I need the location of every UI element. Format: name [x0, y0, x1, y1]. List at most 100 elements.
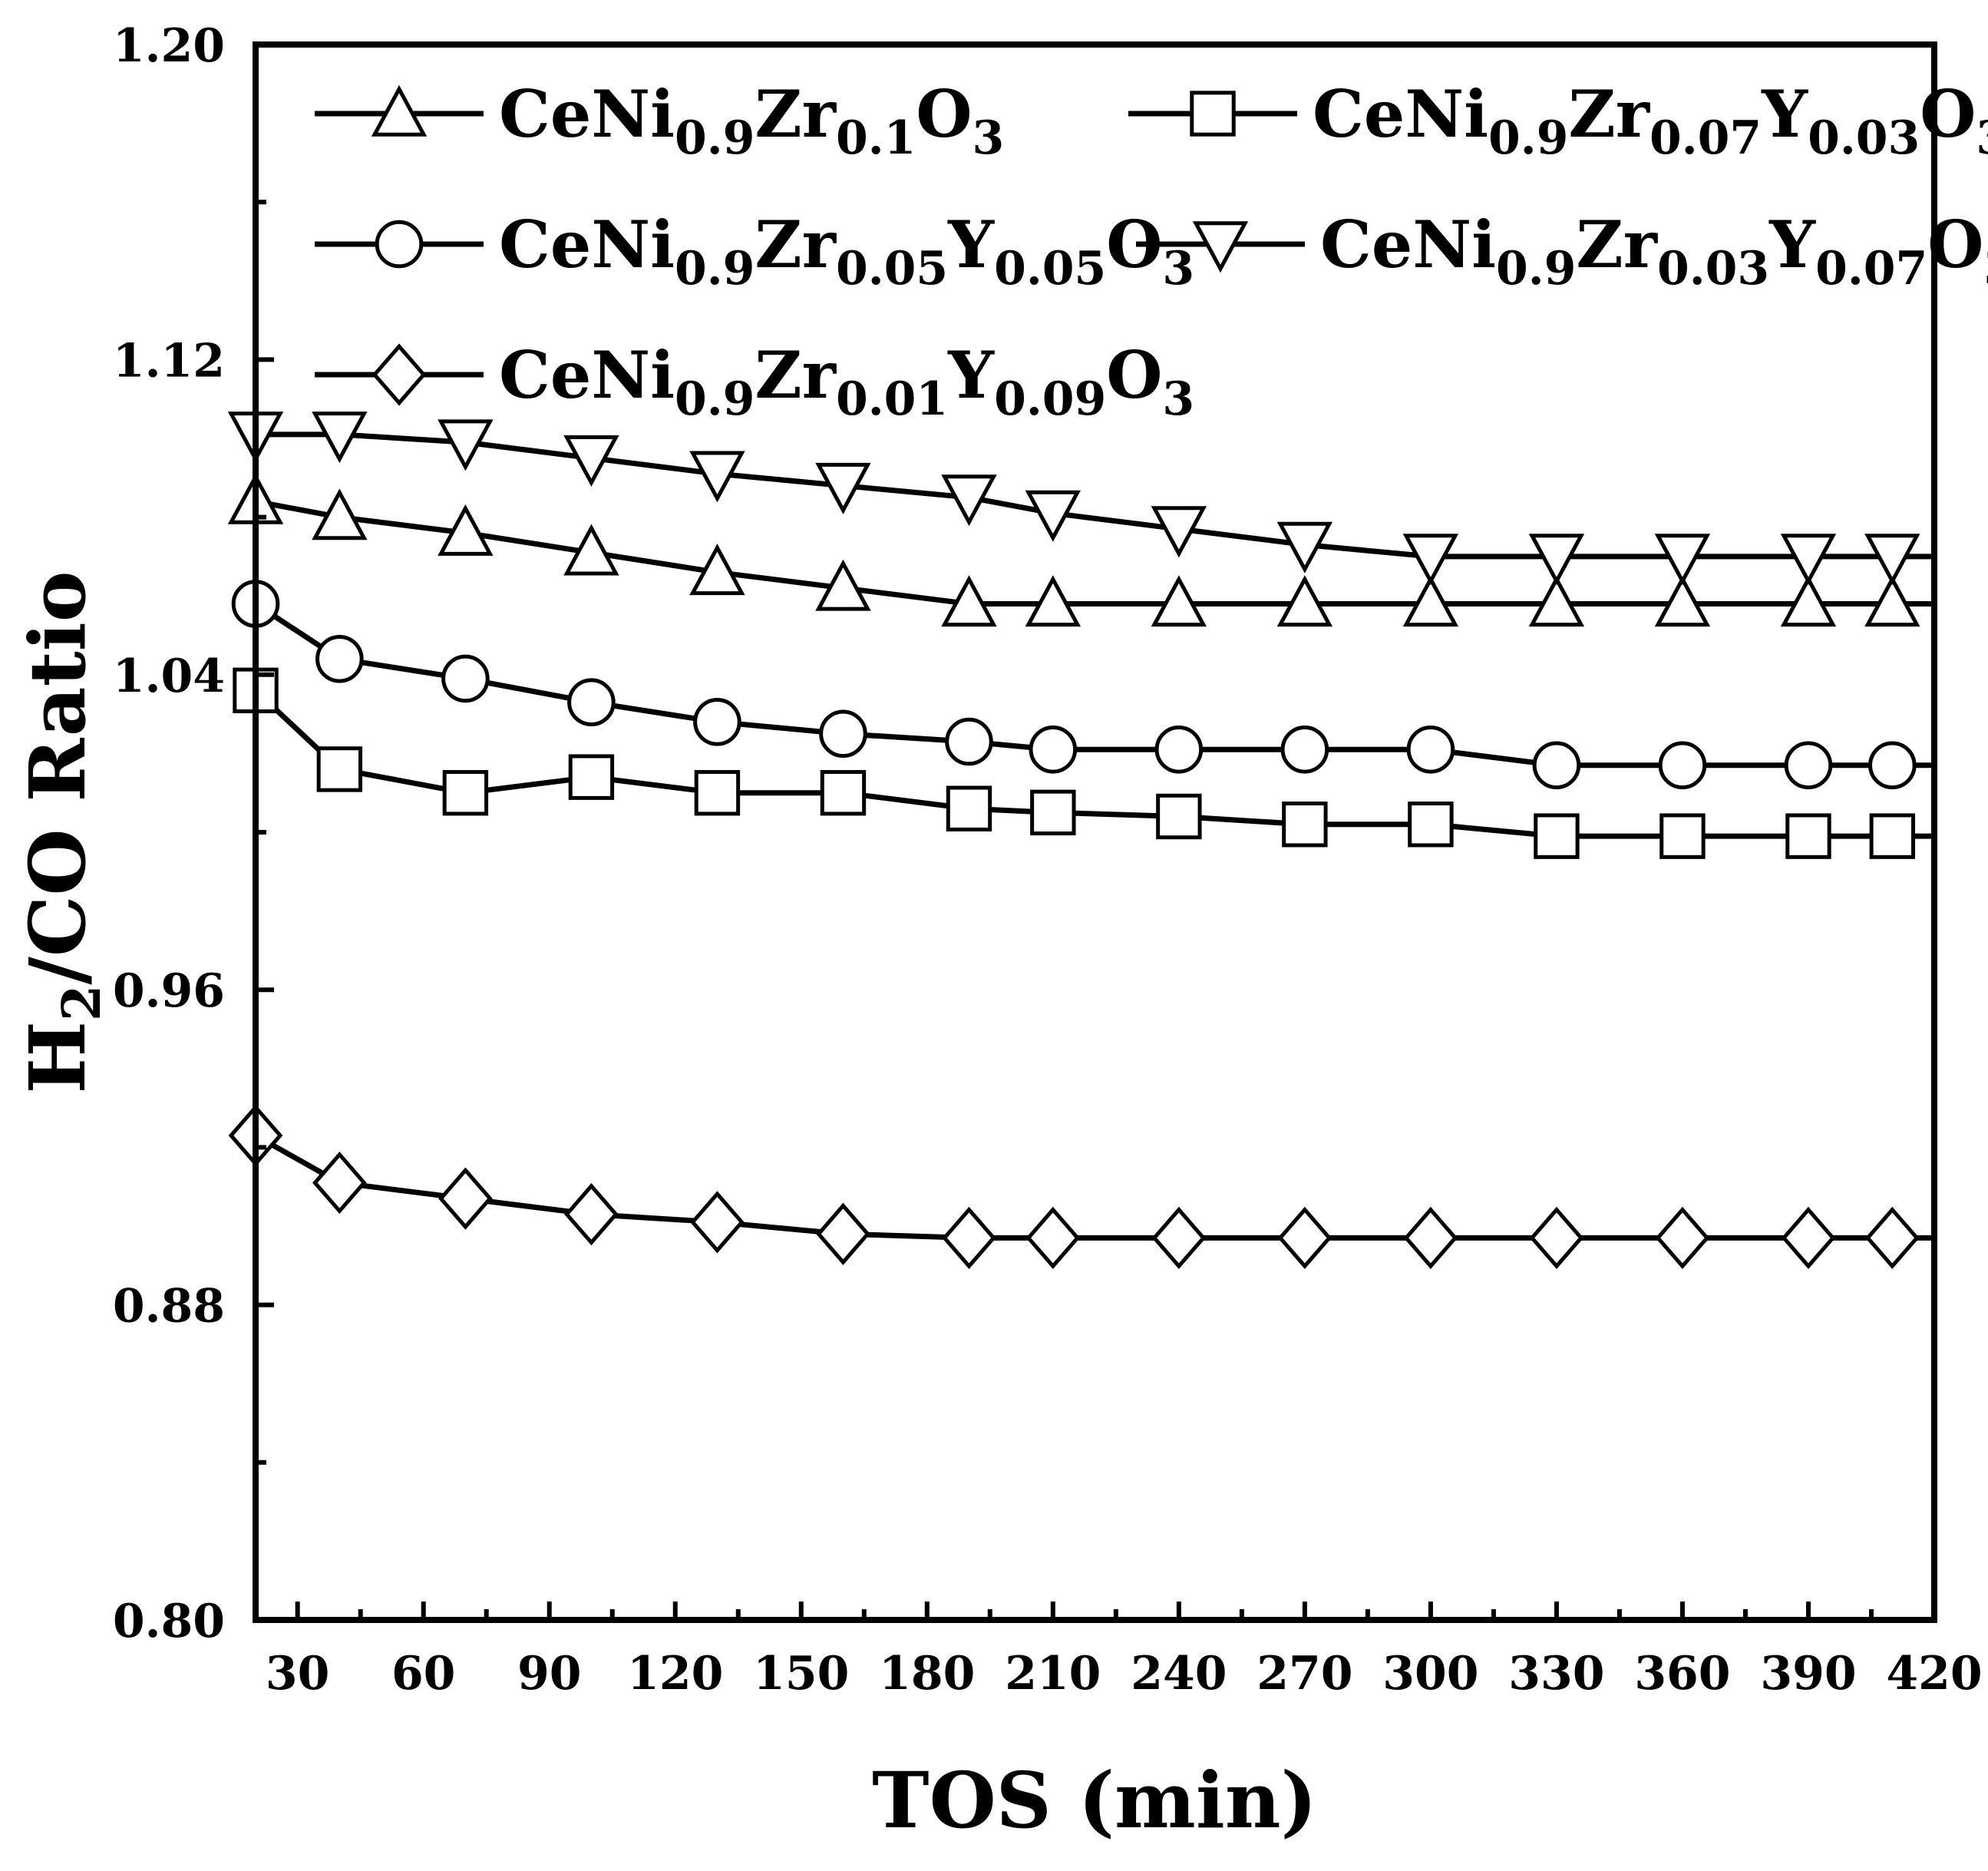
data-point-triangle-up [1151, 575, 1207, 627]
x-axis-title: TOS (min) [872, 1755, 1317, 1846]
data-point-diamond [1529, 1206, 1584, 1269]
data-point-triangle-up [1402, 575, 1459, 627]
data-point-diamond [1655, 1206, 1710, 1269]
legend-element: Y [947, 207, 995, 283]
legend-marker-diamond [372, 343, 427, 406]
legend-item-1: CeNi0.9​Zr0.07​Y0.03​O3​ [1128, 76, 1988, 165]
data-point-triangle-up [563, 524, 619, 576]
y-tick-label: 0.80 [113, 1595, 225, 1648]
x-tick-label: 210 [1005, 1647, 1101, 1701]
x-tick-label: 300 [1382, 1647, 1478, 1701]
data-point-triangle-down [312, 412, 368, 464]
legend-element: Ni [1412, 207, 1496, 283]
data-point-circle [441, 654, 490, 703]
legend-label: CeNi0.9​Zr0.03​Y0.07​O3​ [1320, 207, 1988, 296]
data-point-square [1534, 813, 1580, 859]
legend-label: CeNi0.9​Zr0.07​Y0.03​O3​ [1313, 76, 1988, 165]
legend-subscript: 0.9 [675, 111, 755, 165]
legend-marker-triangle-down [1192, 221, 1249, 273]
x-tick-label: 180 [879, 1647, 975, 1701]
data-point-diamond [1403, 1206, 1458, 1269]
legend-item-0: CeNi0.9​Zr0.1​O3​ [315, 76, 1004, 165]
data-point-diamond [1865, 1206, 1920, 1269]
data-point-triangle-up [815, 559, 871, 611]
data-point-diamond [1277, 1206, 1332, 1269]
data-point-diamond [816, 1202, 870, 1265]
x-tick-label: 360 [1634, 1647, 1730, 1701]
data-point-diamond [942, 1206, 996, 1269]
y-axis-title-rest: /CO Ratio [12, 571, 103, 985]
data-point-diamond [564, 1183, 619, 1246]
legend-subscript: 0.03 [1808, 111, 1920, 165]
data-point-triangle-up [1528, 575, 1585, 627]
data-point-diamond [438, 1167, 493, 1230]
legend-marker-circle [375, 220, 424, 269]
data-point-triangle-up [312, 488, 368, 540]
legend-subscript: 0.07 [1815, 242, 1927, 296]
data-point-diamond [312, 1151, 367, 1215]
legend-subscript: 0.1 [836, 111, 916, 165]
data-point-diamond [1781, 1206, 1836, 1269]
series-line [254, 1132, 1934, 1241]
data-point-square [1869, 813, 1916, 859]
series-3 [227, 412, 1934, 586]
legend-label: CeNi0.9​Zr0.1​O3​ [499, 76, 1004, 165]
legend-subscript: 0.9 [675, 372, 755, 426]
x-tick-label: 420 [1886, 1647, 1982, 1701]
data-point-triangle-down [1528, 534, 1585, 586]
legend-element: Ce [1313, 76, 1405, 152]
data-point-circle [1029, 725, 1078, 774]
data-point-square [1659, 813, 1706, 859]
legend-element: Ce [499, 337, 591, 413]
x-tick-label: 150 [753, 1647, 849, 1701]
legend-subscript: 0.05 [994, 242, 1106, 296]
y-axis-title-main: H [12, 1021, 103, 1093]
legend-element: O [916, 76, 972, 152]
data-point-triangle-down [689, 451, 745, 503]
data-point-triangle-up [438, 504, 494, 556]
data-point-triangle-down [1780, 534, 1837, 586]
legend-subscript: 0.9 [1496, 242, 1576, 296]
legend-subscript: 3 [1162, 242, 1194, 296]
data-point-square [1156, 793, 1202, 840]
data-point-circle [1280, 725, 1329, 774]
legend-subscript: 0.07 [1650, 111, 1762, 165]
data-point-circle [819, 709, 867, 759]
data-point-circle [1406, 725, 1455, 774]
data-point-circle [315, 634, 364, 683]
y-axis-title-sub: 2 [51, 985, 113, 1021]
x-tick-label: 120 [627, 1647, 723, 1701]
legend-item-4: CeNi0.9​Zr0.01​Y0.09​O3​ [315, 337, 1194, 426]
x-tick-label: 60 [391, 1647, 456, 1701]
data-point-circle [1532, 741, 1581, 790]
data-point-triangle-up [1780, 575, 1837, 627]
data-point-square [1408, 802, 1454, 848]
data-point-triangle-up [1276, 575, 1333, 627]
legend-subscript: 0.9 [675, 242, 755, 296]
data-point-circle [1784, 741, 1833, 790]
y-tick-label: 1.04 [113, 650, 225, 703]
legend-element: Ce [1320, 207, 1412, 283]
data-point-triangle-down [1654, 534, 1711, 586]
data-point-triangle-down [1151, 506, 1207, 558]
series-4 [228, 1104, 1934, 1269]
data-point-square [442, 770, 489, 816]
legend-element: Y [1761, 76, 1808, 152]
legend-subscript: 0.05 [836, 242, 948, 296]
data-point-square [1030, 789, 1076, 836]
legend-element: Y [1768, 207, 1816, 283]
legend-element: Ce [499, 76, 591, 152]
data-point-circle [567, 678, 616, 727]
series-line [254, 601, 1934, 769]
data-point-square [1785, 813, 1831, 859]
data-point-circle [1868, 741, 1917, 790]
legend-element: Ni [1405, 76, 1488, 152]
series-line [253, 688, 1934, 839]
series-2 [231, 580, 1934, 790]
legend-element: Ni [591, 337, 675, 413]
legend-item-3: CeNi0.9​Zr0.03​Y0.07​O3​ [1136, 207, 1988, 296]
legend-element: Ni [591, 76, 675, 152]
series-line [256, 431, 1934, 560]
legend-subscript: 0.9 [1488, 111, 1568, 165]
data-point-square [1282, 802, 1328, 848]
